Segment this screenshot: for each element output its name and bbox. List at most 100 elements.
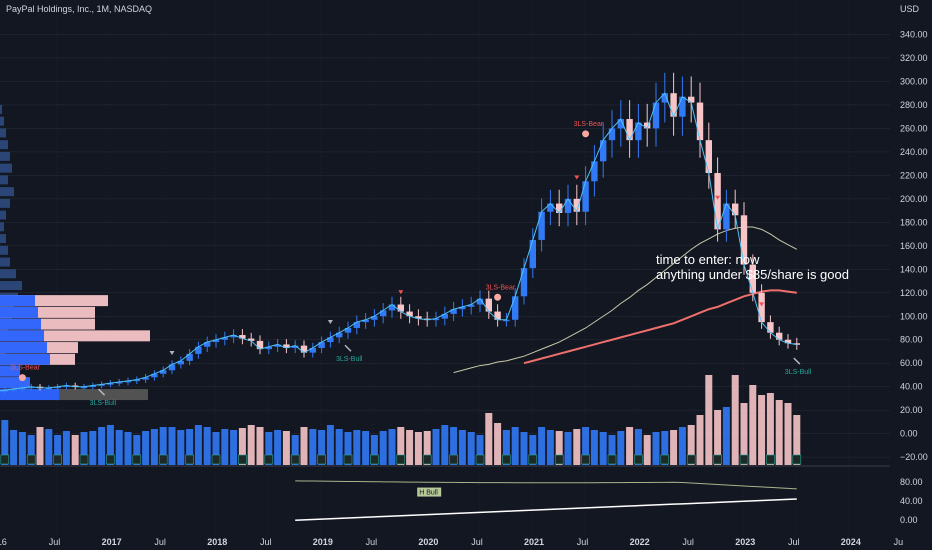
candle-body: [80, 386, 88, 389]
volume-bar: [617, 431, 625, 465]
volume-profile-bar: [0, 175, 8, 185]
candle-body: [160, 370, 167, 374]
candle-body: [186, 353, 193, 361]
volume-profile-bar: [0, 198, 10, 208]
annotation-line-2: anything under $85/share is good: [656, 267, 849, 282]
volume-bar: [731, 375, 739, 465]
volume-bar: [476, 435, 484, 465]
volume-bar: [722, 407, 730, 465]
earnings-marker: [792, 454, 802, 465]
volume-bar: [291, 435, 299, 465]
volume-bar: [221, 429, 229, 465]
time-tick-label: Jul: [366, 537, 378, 547]
ma200-line: [523, 289, 797, 365]
candle-body: [371, 316, 378, 320]
volume-bar: [150, 429, 158, 465]
candle-body: [635, 122, 642, 141]
price-axis[interactable]: 340.00 320.00 300.00 280.00 260.00 240.00 220.…: [900, 30, 928, 526]
volume-profile-bar: [0, 306, 38, 318]
volume-bar: [238, 428, 246, 465]
candle-body: [652, 102, 660, 129]
candle-body: [239, 335, 246, 339]
volume-bar: [793, 415, 801, 465]
volume-bar: [784, 403, 792, 465]
volume-profile-bar: [0, 210, 6, 220]
candle-body: [556, 203, 563, 213]
volume-bar: [529, 435, 537, 465]
volume-bar: [714, 410, 722, 465]
candle-body: [204, 342, 211, 347]
volume-bar: [608, 435, 616, 465]
volume-bar: [309, 429, 317, 465]
volume-bar: [335, 429, 343, 465]
volume-bar: [450, 427, 458, 465]
candle-body: [670, 93, 677, 117]
candle-body: [459, 306, 466, 310]
candle-body: [283, 344, 290, 348]
candle-body: [696, 102, 704, 141]
candle-body: [195, 346, 202, 354]
oscillator-label: H Bull: [419, 490, 438, 497]
volume-bar: [643, 435, 651, 465]
volume-bar: [432, 429, 440, 465]
price-tick-label: 100.00: [900, 311, 928, 321]
candle-body: [688, 96, 695, 103]
earnings-marker: [660, 454, 670, 465]
volume-bar: [406, 430, 414, 465]
price-tick-label: −20.00: [900, 452, 928, 462]
volume-bar: [441, 425, 449, 465]
volume-profile-bar: [0, 281, 22, 291]
volume-bar: [247, 425, 255, 465]
time-tick-label: 2022: [630, 537, 650, 547]
candle-body: [600, 140, 607, 162]
candle-body: [626, 119, 633, 141]
candle-body: [212, 339, 220, 343]
time-axis[interactable]: 016 Jul 2017 Jul 2018 Jul 2019 Jul 2020 Jul 2021 Ju…: [0, 537, 903, 547]
triangle-marker-icon: [169, 351, 175, 356]
chart-title: PayPal Holdings, Inc., 1M, NASDAQ: [6, 4, 153, 14]
candle-body: [336, 332, 343, 338]
candle-body: [397, 304, 404, 312]
volume-profile-bar: [0, 330, 150, 342]
candle-body: [679, 96, 686, 117]
earnings-marker: [211, 454, 221, 465]
volume-bar: [511, 427, 519, 465]
signal-label: 3LS-Bull: [785, 369, 812, 376]
candle-body: [89, 385, 96, 388]
volume-bar: [115, 430, 123, 465]
candle-body: [723, 203, 730, 230]
volume-profile-bar: [0, 116, 4, 126]
candle-body: [582, 181, 589, 212]
volume-bar: [318, 430, 326, 465]
time-tick-label: Jul: [682, 537, 694, 547]
osc-tick-label: 80.00: [900, 477, 923, 487]
candle-body: [406, 311, 413, 317]
volume-bar: [687, 425, 695, 465]
volume-bar: [265, 432, 273, 465]
candle-body: [10, 389, 17, 391]
earnings-marker: [343, 454, 353, 465]
volume-profile-bar: [0, 187, 14, 197]
candle-body: [415, 316, 422, 319]
earnings-marker: [238, 454, 247, 465]
price-tick-label: 280.00: [900, 100, 928, 110]
earnings-marker: [106, 454, 115, 465]
candle-body: [107, 383, 114, 385]
candle-body: [265, 346, 272, 350]
candle-body: [1, 390, 9, 392]
candle-body: [538, 211, 545, 240]
oscillator-signal-line: [295, 480, 797, 490]
candle-body: [54, 386, 61, 389]
triangle-marker-icon: [759, 302, 765, 307]
signal-label: 3LS-Bull: [336, 356, 363, 363]
earnings-marker: [79, 454, 89, 465]
signal-label: 3LS-Bear: [10, 365, 40, 372]
volume-profile-bar: [0, 104, 2, 114]
price-tick-label: 60.00: [900, 358, 923, 368]
candle-body: [749, 264, 756, 293]
candle-body: [591, 161, 598, 182]
time-tick-label: 2018: [207, 537, 227, 547]
candle-body: [45, 387, 52, 390]
earnings-marker: [554, 454, 564, 465]
